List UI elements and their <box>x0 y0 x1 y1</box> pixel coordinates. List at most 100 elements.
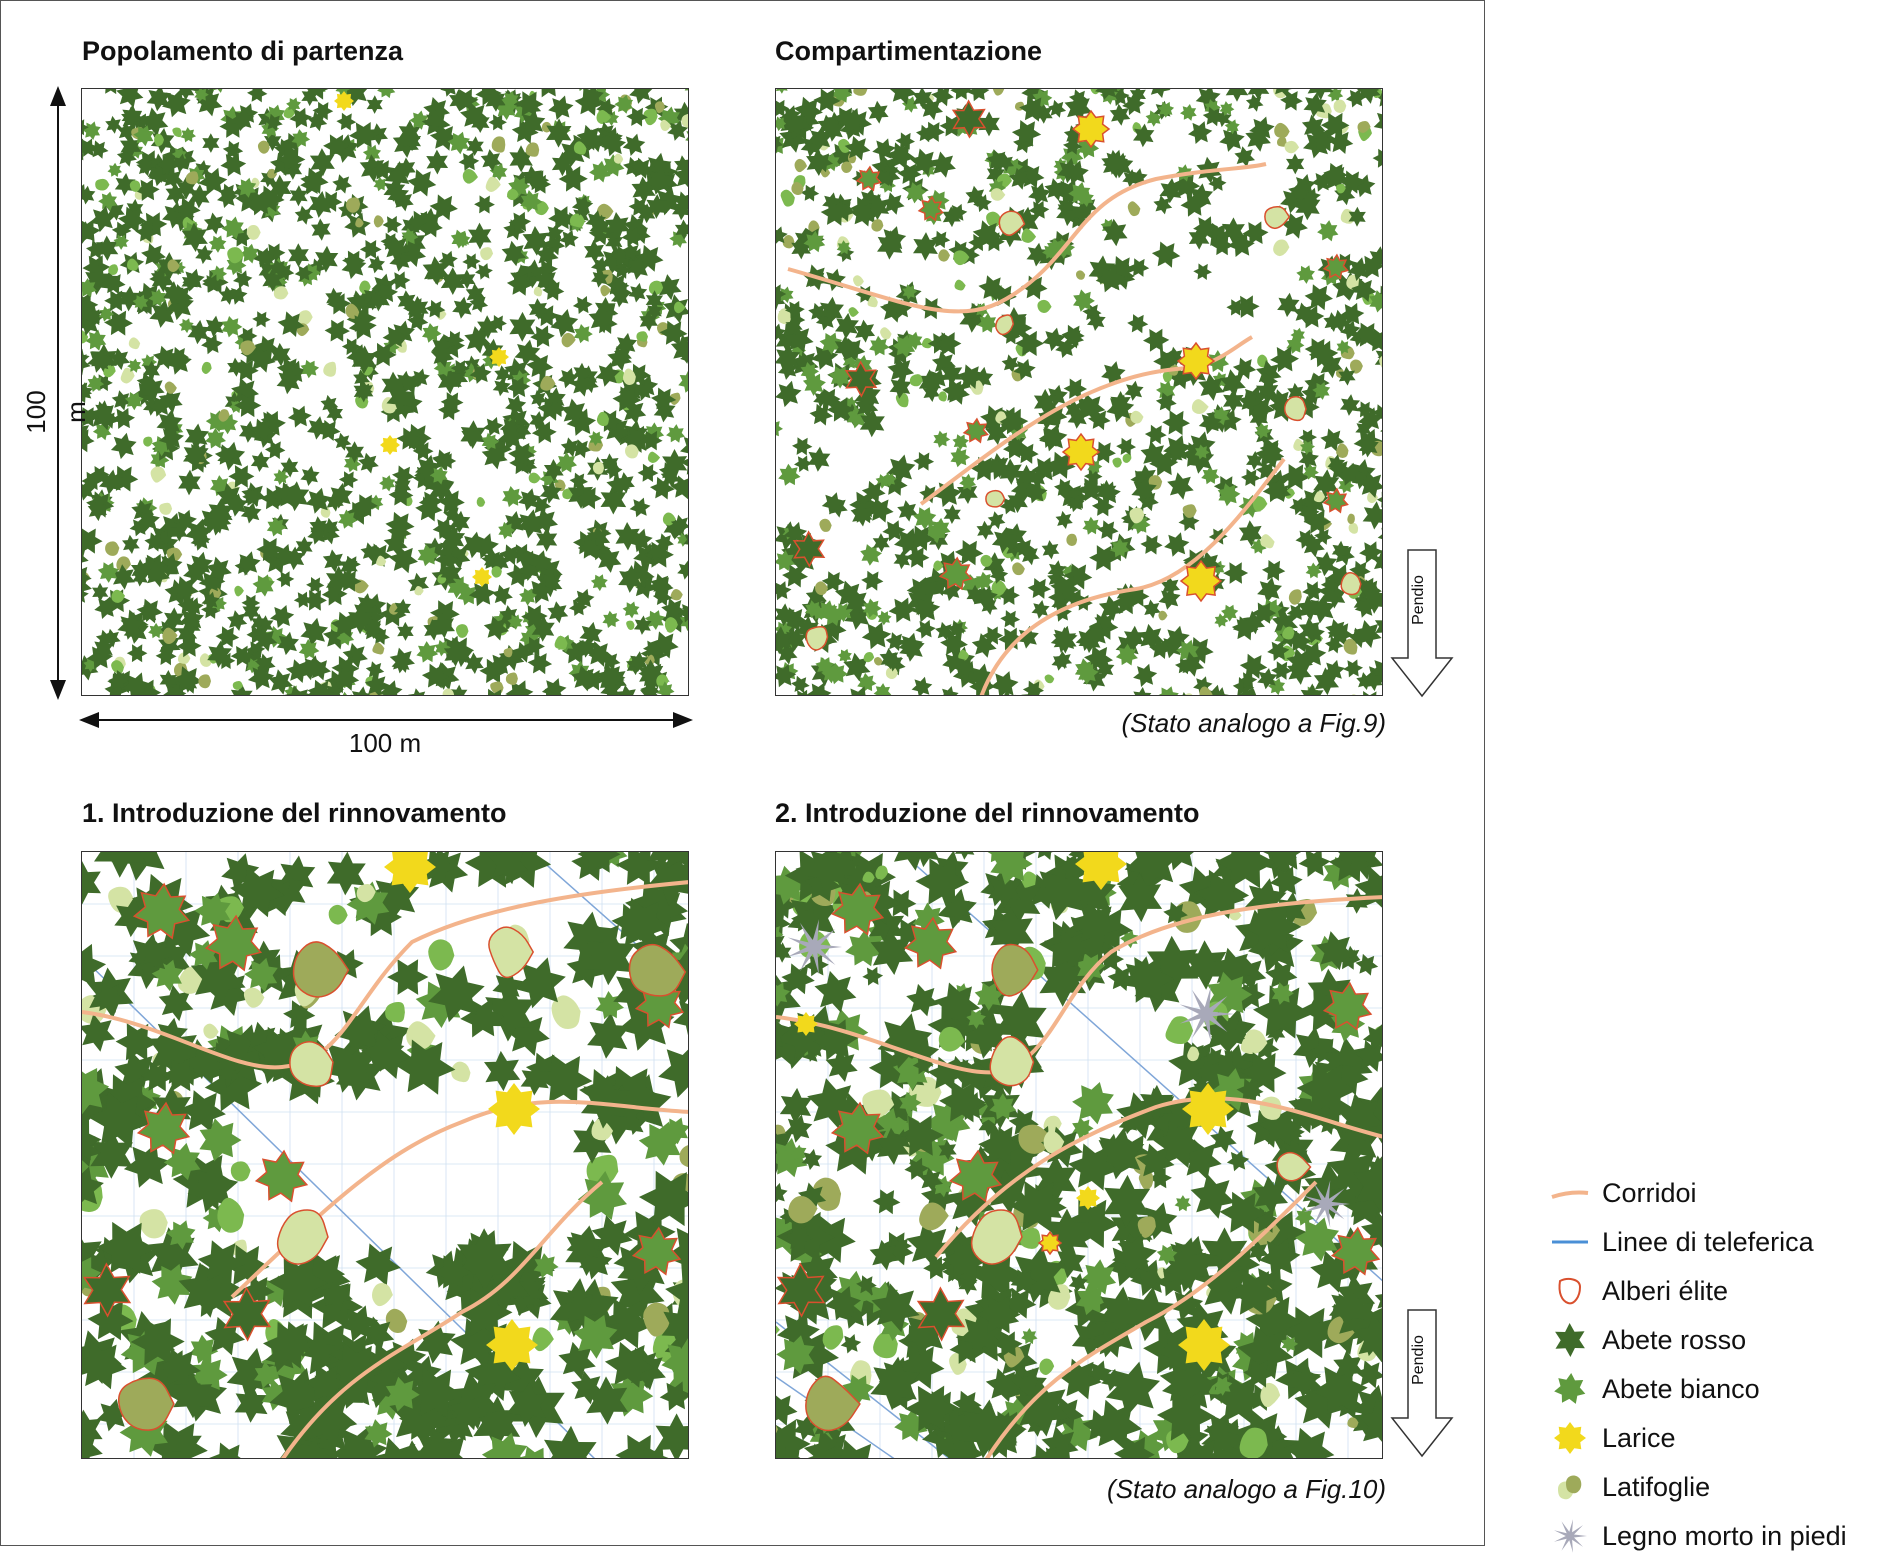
spruce-tree <box>1044 1208 1089 1260</box>
spruce-tree <box>464 326 491 354</box>
spruce-tree <box>1182 692 1186 695</box>
fir-tree <box>845 929 882 967</box>
spruce-tree <box>123 1142 172 1188</box>
spruce-tree <box>82 1013 116 1052</box>
spruce-tree <box>92 982 126 1013</box>
fir-tree <box>588 431 604 446</box>
spruce-tree <box>158 984 194 1022</box>
fir-tree <box>857 672 877 693</box>
spruce-tree <box>825 1048 858 1082</box>
spruce-tree <box>581 1075 630 1129</box>
spruce-tree <box>818 296 844 325</box>
larch-tree <box>1071 109 1111 149</box>
spruce-tree <box>570 373 594 397</box>
spruce-tree <box>583 239 605 263</box>
fir-tree <box>194 89 209 102</box>
spruce-tree <box>939 115 964 137</box>
spruce-tree <box>887 356 915 384</box>
spruce-tree <box>559 229 579 249</box>
spruce-tree <box>82 299 94 322</box>
spruce-tree <box>942 379 967 402</box>
spruce-tree <box>1208 175 1227 192</box>
spruce-tree <box>1183 940 1228 990</box>
spruce-tree <box>82 585 89 603</box>
spruce-tree <box>1355 401 1375 418</box>
spruce-tree <box>967 1249 1025 1299</box>
spruce-tree <box>527 652 553 675</box>
spruce-tree <box>431 343 455 368</box>
spruce-tree <box>783 521 808 545</box>
broadleaf-tree <box>1184 693 1193 695</box>
spruce-tree <box>600 453 620 474</box>
elite-fir-tree <box>132 882 191 940</box>
broadleaf-tree <box>1122 453 1132 463</box>
spruce-tree <box>1293 302 1315 324</box>
spruce-tree <box>351 345 377 375</box>
broadleaf-tree <box>108 886 134 914</box>
spruce-tree <box>1262 560 1286 581</box>
spruce-tree <box>558 1341 596 1380</box>
fir-tree <box>82 121 101 140</box>
spruce-tree <box>616 684 636 695</box>
spruce-tree <box>146 89 172 112</box>
broadleaf-tree <box>867 295 878 308</box>
fir-tree <box>291 129 311 148</box>
spruce-tree <box>1362 501 1382 530</box>
spruce-tree <box>577 537 603 559</box>
broadleaf-tree <box>451 1061 471 1083</box>
fir-tree <box>892 334 916 358</box>
spruce-tree <box>265 440 286 460</box>
spruce-tree <box>375 282 398 303</box>
spruce-tree <box>1284 1427 1335 1458</box>
spruce-tree <box>1234 146 1255 168</box>
spruce-tree <box>388 484 414 506</box>
spruce-tree <box>1310 1250 1354 1293</box>
spruce-tree <box>1009 1269 1038 1294</box>
fir-tree <box>1295 1217 1339 1262</box>
spruce-tree <box>1343 659 1363 678</box>
legend-label: Larice <box>1602 1422 1676 1453</box>
spruce-tree <box>222 140 244 160</box>
fir-tree <box>1219 101 1235 116</box>
spruce-tree <box>268 1256 328 1309</box>
spruce-tree <box>813 89 841 113</box>
spruce-tree <box>99 469 124 495</box>
broadleaf-tree <box>480 247 494 261</box>
fir-tree <box>977 312 998 333</box>
spruce-tree <box>461 531 488 559</box>
spruce-tree <box>528 550 552 574</box>
spruce-tree <box>645 166 674 195</box>
spruce-tree <box>1052 603 1072 622</box>
spruce-tree <box>341 89 368 107</box>
spruce-tree <box>1053 627 1077 654</box>
broadleaf-tree <box>111 660 124 674</box>
spruce-tree <box>1156 1266 1189 1297</box>
fir-tree <box>1145 110 1163 127</box>
spruce-tree <box>896 1115 944 1157</box>
spruce-tree <box>300 617 328 647</box>
fir-tree <box>975 571 994 591</box>
spruce-tree <box>973 194 992 213</box>
legend-label: Alberi élite <box>1602 1275 1729 1306</box>
spruce-tree <box>338 471 359 489</box>
fir-tree <box>178 318 194 334</box>
fir-tree <box>821 664 840 684</box>
spruce-tree <box>384 161 412 190</box>
spruce-tree <box>1247 89 1270 101</box>
spruce-tree <box>531 495 552 515</box>
spruce-tree <box>105 115 122 134</box>
fir-tree <box>1194 444 1210 460</box>
spruce-tree <box>1013 358 1036 381</box>
spruce-tree <box>652 588 673 607</box>
spruce-tree <box>433 1255 472 1289</box>
spruce-tree <box>114 897 151 938</box>
spruce-tree <box>114 173 136 196</box>
spruce-tree <box>779 1087 813 1125</box>
broadleaf-tree <box>1182 504 1197 518</box>
larch-tree <box>486 1319 538 1371</box>
spruce-tree <box>464 652 484 674</box>
broadleaf-tree <box>232 681 244 690</box>
broadleaf-tree <box>853 89 868 96</box>
slope-label-bottom: Pendio <box>1410 1335 1427 1385</box>
spruce-tree <box>968 234 988 252</box>
